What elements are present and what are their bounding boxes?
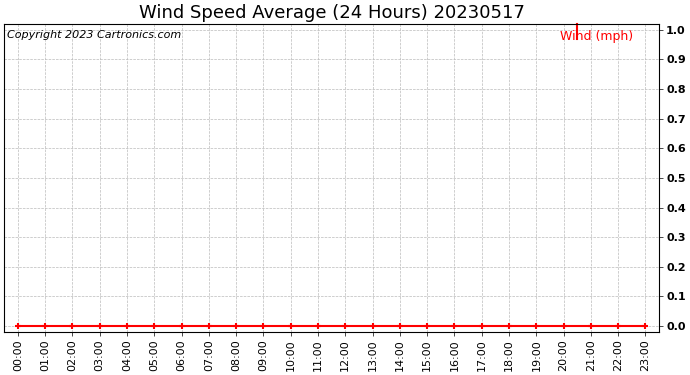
Text: Copyright 2023 Cartronics.com: Copyright 2023 Cartronics.com xyxy=(8,30,181,40)
Text: Wind (mph): Wind (mph) xyxy=(560,30,633,43)
Title: Wind Speed Average (24 Hours) 20230517: Wind Speed Average (24 Hours) 20230517 xyxy=(139,4,524,22)
